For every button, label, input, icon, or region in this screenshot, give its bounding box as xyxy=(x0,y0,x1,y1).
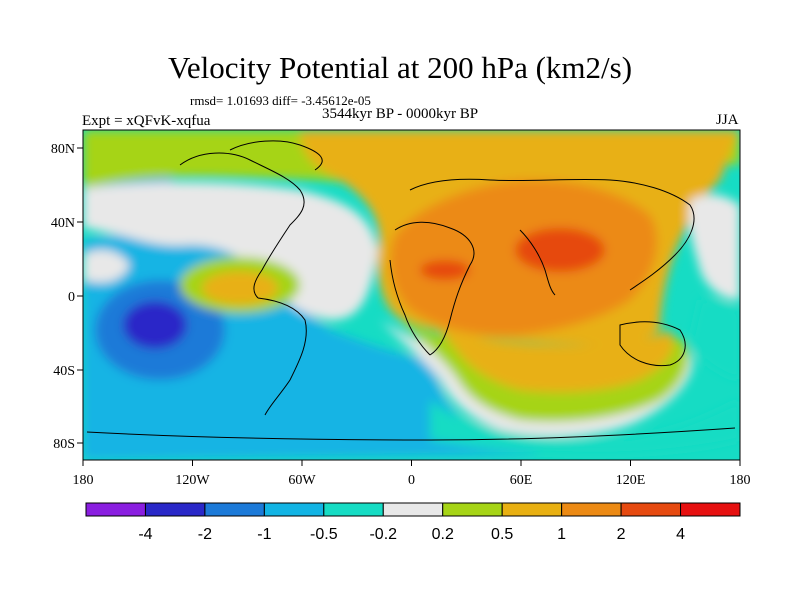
lon-tick-label: 60W xyxy=(288,473,316,488)
colorbar-label: 4 xyxy=(676,526,685,543)
lat-tick-label: 80S xyxy=(53,437,75,452)
plot-title: Velocity Potential at 200 hPa (km2/s) xyxy=(167,50,633,85)
colorbar-label: -1 xyxy=(257,526,271,543)
velocity-potential-field xyxy=(83,130,740,460)
experiment-label: Expt = xQFvK-xqfua xyxy=(82,113,211,129)
colorbar-swatch xyxy=(501,502,563,517)
colorbar-swatch xyxy=(561,502,622,517)
lat-tick-label: 80N xyxy=(51,142,75,157)
colorbar: -4 -2 -1 -0.5 -0.2 0.2 0.5 1 2 4 xyxy=(85,502,741,543)
lon-tick-label: 60E xyxy=(510,473,533,488)
time-period: 3544kyr BP - 0000kyr BP xyxy=(322,106,479,122)
colorbar-label: 0.5 xyxy=(491,526,513,543)
lon-tick-label: 0 xyxy=(408,473,415,488)
coastlines xyxy=(86,140,736,441)
colorbar-swatch xyxy=(144,502,206,517)
colorbar-swatch xyxy=(204,502,265,517)
lat-tick-label: 40N xyxy=(51,216,75,231)
colorbar-swatch xyxy=(382,502,444,517)
lat-tick-label: 0 xyxy=(68,290,75,305)
lon-tick-label: 180 xyxy=(73,473,94,488)
lat-tick-label: 40S xyxy=(53,364,75,379)
colorbar-label: -0.5 xyxy=(310,526,338,543)
colorbar-label: -4 xyxy=(138,526,152,543)
rmsd-diff-stats: rmsd= 1.01693 diff= -3.45612e-05 xyxy=(190,93,371,108)
longitude-axis: 180 120W 60W 0 60E 120E 180 xyxy=(73,460,751,488)
season-label: JJA xyxy=(716,112,739,128)
colorbar-swatch xyxy=(442,502,503,517)
colorbar-swatch xyxy=(620,502,682,517)
colorbar-swatch xyxy=(85,502,146,517)
colorbar-swatch xyxy=(323,502,384,517)
colorbar-label: 2 xyxy=(617,526,626,543)
colorbar-label: -0.2 xyxy=(369,526,397,543)
lon-tick-label: 120W xyxy=(175,473,210,488)
colorbar-swatch xyxy=(263,502,325,517)
colorbar-label: 0.2 xyxy=(432,526,454,543)
colorbar-label: 1 xyxy=(557,526,566,543)
colorbar-swatch xyxy=(680,502,741,517)
colorbar-label: -2 xyxy=(198,526,212,543)
lon-tick-label: 120E xyxy=(616,473,646,488)
lon-tick-label: 180 xyxy=(730,473,751,488)
latitude-axis: 80N 40N 0 40S 80S xyxy=(51,142,83,452)
